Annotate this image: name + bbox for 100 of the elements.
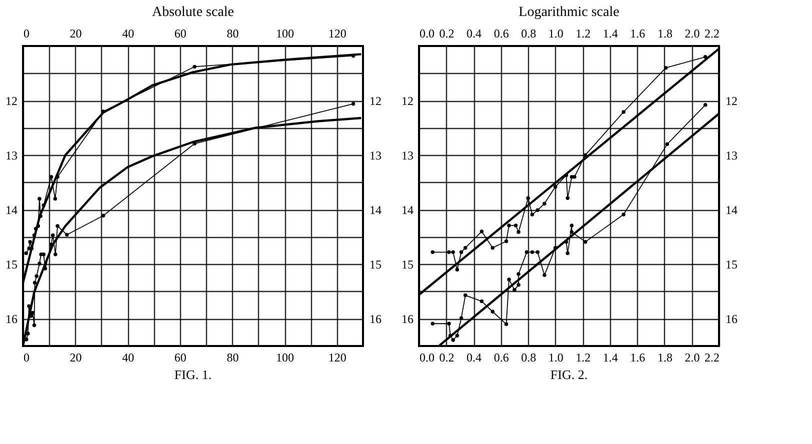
x2-tick-label: 20 bbox=[70, 26, 82, 40]
point bbox=[50, 233, 55, 238]
x-tick-label: 1.4 bbox=[602, 350, 618, 364]
point bbox=[572, 175, 576, 179]
point bbox=[459, 250, 464, 254]
x-tick-label: 1.2 bbox=[576, 350, 591, 364]
point bbox=[455, 268, 460, 272]
chart-title: Absolute scale bbox=[152, 5, 234, 20]
point bbox=[480, 230, 484, 234]
point bbox=[459, 316, 464, 320]
point bbox=[192, 64, 196, 69]
x2-tick-label: 60 bbox=[174, 26, 186, 40]
x-tick-label: 1.0 bbox=[548, 350, 564, 364]
point bbox=[583, 240, 588, 244]
x2-tick-label: 120 bbox=[328, 26, 346, 40]
x2-tick-label: 0 bbox=[24, 26, 30, 40]
point bbox=[49, 175, 54, 179]
point bbox=[447, 322, 451, 326]
y-tick-label: 15 bbox=[6, 258, 18, 272]
point bbox=[430, 250, 435, 254]
point bbox=[490, 246, 495, 250]
x-tick-label: 80 bbox=[226, 350, 239, 364]
x-tick-label: 1.8 bbox=[657, 350, 672, 364]
y2-tick-label: 13 bbox=[726, 148, 738, 163]
point bbox=[542, 202, 546, 206]
x2-tick-label: 0.4 bbox=[466, 26, 482, 40]
point bbox=[542, 273, 546, 277]
point bbox=[351, 102, 356, 106]
caption: FIG. 2. bbox=[550, 367, 588, 382]
point bbox=[447, 250, 451, 254]
point bbox=[451, 250, 455, 254]
point bbox=[516, 283, 520, 287]
point bbox=[583, 153, 588, 157]
point bbox=[504, 322, 508, 326]
x-tick-label: 0.6 bbox=[494, 350, 509, 364]
point bbox=[28, 240, 32, 244]
x2-tick-label: 1.8 bbox=[657, 26, 672, 40]
x2-tick-label: 0.2 bbox=[439, 26, 454, 40]
x-tick-label: 20 bbox=[70, 350, 82, 364]
point bbox=[53, 196, 58, 201]
y2-tick-label: 12 bbox=[726, 94, 738, 108]
x-tick-label: 2.2 bbox=[704, 350, 720, 364]
point bbox=[570, 230, 574, 234]
x-tick-label: 120 bbox=[328, 350, 346, 364]
point bbox=[516, 272, 520, 276]
x-tick-label: 60 bbox=[174, 350, 186, 364]
x2-tick-label: 0.8 bbox=[521, 26, 536, 40]
y2-tick-label: 15 bbox=[370, 258, 382, 272]
x2-tick-label: 100 bbox=[276, 26, 294, 40]
point bbox=[38, 196, 42, 201]
x2-tick-label: 1.6 bbox=[630, 26, 646, 40]
point bbox=[664, 66, 668, 70]
x2-tick-label: 80 bbox=[226, 26, 239, 40]
y-tick-label: 13 bbox=[402, 148, 414, 163]
x2-tick-label: 2.2 bbox=[704, 26, 720, 40]
y-tick-label: 13 bbox=[6, 148, 18, 163]
point bbox=[430, 322, 435, 326]
point bbox=[54, 252, 58, 256]
x2-tick-label: 0.0 bbox=[420, 26, 434, 40]
point bbox=[530, 212, 534, 216]
y-tick-label: 12 bbox=[402, 94, 414, 108]
x2-tick-label: 1.4 bbox=[602, 26, 618, 40]
point bbox=[34, 274, 38, 278]
y-tick-label: 16 bbox=[6, 312, 18, 326]
x2-tick-label: 40 bbox=[122, 26, 134, 40]
point bbox=[101, 214, 106, 218]
point bbox=[24, 251, 28, 256]
point bbox=[526, 196, 530, 200]
caption: FIG. 1. bbox=[174, 367, 212, 382]
point bbox=[536, 208, 540, 212]
x-tick-label: 0.2 bbox=[439, 350, 454, 364]
x2-tick-label: 2.0 bbox=[684, 26, 700, 40]
point bbox=[512, 288, 516, 292]
y2-tick-label: 13 bbox=[370, 148, 382, 163]
x-tick-label: 100 bbox=[276, 350, 294, 364]
chart-title: Logarithmic scale bbox=[518, 5, 620, 20]
point bbox=[65, 232, 69, 237]
point bbox=[524, 250, 529, 254]
x-tick-label: 40 bbox=[122, 350, 134, 364]
point bbox=[32, 280, 37, 285]
point bbox=[27, 304, 31, 308]
point bbox=[703, 55, 708, 59]
point bbox=[536, 250, 540, 254]
y2-tick-label: 14 bbox=[726, 203, 738, 218]
y-tick-label: 16 bbox=[402, 312, 414, 326]
point bbox=[507, 224, 511, 228]
point bbox=[665, 142, 670, 146]
point bbox=[566, 196, 570, 200]
x-tick-label: 1.6 bbox=[630, 350, 646, 364]
x-tick-label: 0.4 bbox=[466, 350, 482, 364]
y2-tick-label: 16 bbox=[726, 312, 738, 326]
x-tick-label: 0 bbox=[24, 350, 30, 364]
x-tick-label: 2.0 bbox=[684, 350, 700, 364]
y2-tick-label: 12 bbox=[370, 94, 382, 108]
point bbox=[490, 310, 495, 314]
point bbox=[570, 224, 574, 228]
y-tick-label: 12 bbox=[6, 94, 18, 108]
point bbox=[504, 239, 508, 244]
point bbox=[553, 184, 558, 189]
point bbox=[463, 293, 468, 298]
